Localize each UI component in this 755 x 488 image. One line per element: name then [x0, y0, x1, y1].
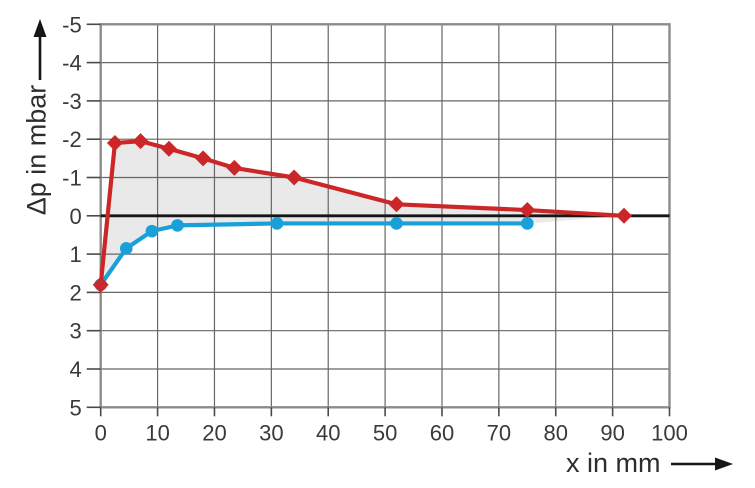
diamond-marker	[106, 135, 123, 152]
diamond-marker	[519, 202, 536, 219]
x-tick-label: 70	[487, 420, 511, 445]
y-axis-label-text: Δp in mbar	[21, 84, 52, 216]
x-axis-label-text: x in mm	[566, 448, 661, 478]
diamond-marker	[195, 150, 212, 167]
circle-marker	[390, 217, 403, 230]
circle-marker	[119, 242, 133, 255]
diamond-marker	[615, 207, 632, 224]
diamond-marker	[388, 196, 405, 213]
x-tick-label: 30	[259, 420, 283, 445]
y-tick-label: 3	[69, 319, 81, 344]
x-tick-label: 100	[651, 420, 688, 445]
circle-marker	[145, 224, 159, 238]
x-tick-label: 20	[202, 420, 226, 445]
y-tick-label: 5	[69, 395, 81, 420]
diamond-marker	[160, 140, 177, 157]
x-tick-label: 90	[600, 420, 624, 445]
circle-marker	[171, 219, 184, 232]
y-tick-label: 4	[69, 357, 81, 382]
y-tick-label: 0	[69, 204, 81, 229]
x-tick-label: 80	[543, 420, 567, 445]
circle-marker	[270, 217, 284, 230]
x-tick-label: 40	[316, 420, 340, 445]
y-tick-label: -2	[62, 127, 82, 152]
y-tick-label: 2	[69, 280, 81, 305]
diamond-marker	[226, 159, 243, 176]
x-tick-label: 0	[95, 420, 107, 445]
x-tick-label: 50	[373, 420, 397, 445]
diamond-marker	[286, 169, 303, 186]
y-tick-label: -3	[62, 89, 82, 114]
circle-marker	[521, 217, 534, 230]
y-tick-label: -4	[62, 51, 82, 76]
x-axis-right-arrow-icon	[670, 457, 733, 470]
x-tick-label: 60	[430, 420, 454, 445]
y-tick-label: 1	[69, 242, 81, 267]
y-axis-label: Δp in mbar	[22, 85, 53, 216]
y-axis-up-arrow-icon	[33, 19, 47, 80]
x-axis-label: x in mm	[566, 448, 733, 479]
diamond-marker	[132, 133, 149, 150]
y-tick-label: -1	[62, 166, 82, 191]
diamond-marker	[92, 276, 109, 293]
upper-pressure-curve-line	[98, 139, 627, 287]
x-tick-label: 10	[145, 420, 169, 445]
y-tick-label: -5	[62, 12, 82, 37]
